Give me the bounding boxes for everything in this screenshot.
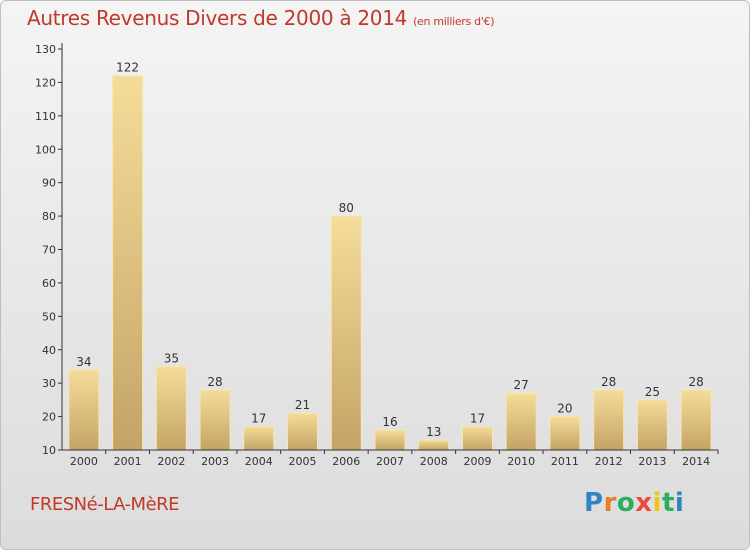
data-label-2000: 34 xyxy=(76,355,91,369)
logo-letter: o xyxy=(616,488,636,518)
y-tick-label-100: 100 xyxy=(35,143,56,156)
data-label-2006: 80 xyxy=(339,201,354,215)
chart-title-text: Autres Revenus Divers de 2000 à 2014 xyxy=(27,6,408,30)
data-label-2013: 25 xyxy=(645,385,660,399)
data-label-2005: 21 xyxy=(295,398,310,412)
y-tick-label-30: 30 xyxy=(42,377,56,390)
x-tick-label-2004: 2004 xyxy=(245,455,273,468)
y-tick-label-70: 70 xyxy=(42,244,56,257)
x-tick-label-2002: 2002 xyxy=(157,455,185,468)
y-tick-label-10: 10 xyxy=(42,444,56,457)
bar-2012 xyxy=(593,389,625,451)
x-tick-label-2012: 2012 xyxy=(595,455,623,468)
chart-subtitle: (en milliers d'€) xyxy=(413,15,495,28)
y-tick-label-110: 110 xyxy=(35,110,56,123)
y-tick-label-130: 130 xyxy=(35,43,56,56)
x-tick-label-2013: 2013 xyxy=(638,455,666,468)
data-label-2003: 28 xyxy=(207,375,222,389)
logo-letter: t xyxy=(661,488,675,518)
bar-2001 xyxy=(112,75,144,451)
data-label-2011: 20 xyxy=(557,402,572,416)
y-tick-label-20: 20 xyxy=(42,411,56,424)
x-tick-label-2007: 2007 xyxy=(376,455,404,468)
x-tick-label-2008: 2008 xyxy=(420,455,448,468)
x-tick-label-2000: 2000 xyxy=(70,455,98,468)
bar-2000 xyxy=(68,369,100,451)
bar-2010 xyxy=(505,392,537,451)
data-label-2001: 122 xyxy=(116,61,139,75)
data-label-2014: 28 xyxy=(688,375,703,389)
logo-letter: i xyxy=(674,488,685,518)
labels-layer: 34 2000 122 2001 35 2002 28 2003 17 2004 21 2005 80 2… xyxy=(35,43,710,468)
bar-2013 xyxy=(636,399,668,451)
commune-name: FRESNé-LA-MèRE xyxy=(30,494,180,515)
data-label-2004: 17 xyxy=(251,412,266,426)
x-tick-label-2006: 2006 xyxy=(332,455,360,468)
bar-2006 xyxy=(330,215,362,451)
data-label-2007: 16 xyxy=(382,415,397,429)
proxiti-logo[interactable]: Proxiti xyxy=(584,488,684,518)
logo-letter: x xyxy=(635,488,653,518)
x-tick-label-2011: 2011 xyxy=(551,455,579,468)
bars-layer xyxy=(68,75,712,451)
bar-2009 xyxy=(461,426,493,451)
logo-letter: P xyxy=(584,488,604,518)
x-tick-label-2010: 2010 xyxy=(507,455,535,468)
logo-letter: r xyxy=(603,488,617,518)
axes-layer xyxy=(58,43,719,454)
data-label-2012: 28 xyxy=(601,375,616,389)
y-tick-label-90: 90 xyxy=(42,177,56,190)
bar-2002 xyxy=(155,365,187,451)
bar-2005 xyxy=(287,412,319,451)
bar-2011 xyxy=(549,416,581,451)
y-tick-label-80: 80 xyxy=(42,210,56,223)
y-tick-label-120: 120 xyxy=(35,76,56,89)
bar-2004 xyxy=(243,426,275,451)
chart-title: Autres Revenus Divers de 2000 à 2014 (en … xyxy=(27,6,495,30)
logo-letter: i xyxy=(652,488,662,518)
data-label-2009: 17 xyxy=(470,412,485,426)
x-tick-label-2003: 2003 xyxy=(201,455,229,468)
data-label-2010: 27 xyxy=(514,378,529,392)
y-tick-label-50: 50 xyxy=(42,310,56,323)
x-tick-label-2001: 2001 xyxy=(114,455,142,468)
x-tick-label-2005: 2005 xyxy=(289,455,317,468)
bar-2014 xyxy=(680,389,712,451)
x-tick-label-2014: 2014 xyxy=(682,455,710,468)
x-tick-label-2009: 2009 xyxy=(463,455,491,468)
bar-2003 xyxy=(199,389,231,451)
y-tick-label-60: 60 xyxy=(42,277,56,290)
data-label-2008: 13 xyxy=(426,425,441,439)
bar-2007 xyxy=(374,429,406,451)
y-tick-label-40: 40 xyxy=(42,344,56,357)
bar-2008 xyxy=(418,439,450,451)
data-label-2002: 35 xyxy=(164,351,179,365)
